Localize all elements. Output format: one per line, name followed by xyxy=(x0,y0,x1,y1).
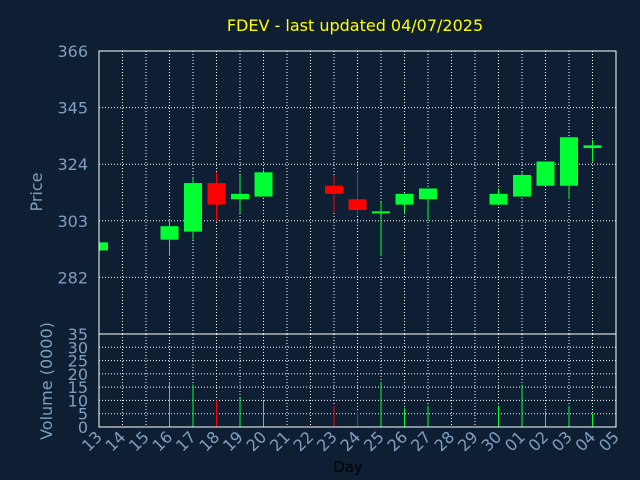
volume-series xyxy=(169,381,593,427)
candle-body xyxy=(99,242,108,251)
candle-body xyxy=(254,172,273,197)
candle-body xyxy=(184,183,202,232)
price-tick-label: 345 xyxy=(57,99,88,118)
candle-body xyxy=(207,183,226,205)
price-tick-label: 324 xyxy=(57,155,88,174)
volume-axis-label: Volume (0000) xyxy=(37,322,56,440)
volume-plot-frame xyxy=(98,333,617,428)
volume-tick-label: 15 xyxy=(68,378,88,397)
volume-tick-label: 30 xyxy=(68,338,88,357)
chart-title: FDEV - last updated 04/07/2025 xyxy=(227,16,483,35)
volume-tick-label: 25 xyxy=(68,352,88,371)
price-axis-label: Price xyxy=(27,172,46,211)
candle-body xyxy=(395,193,414,205)
candle-body xyxy=(560,137,578,186)
candle-body xyxy=(348,199,367,211)
volume-tick-label: 35 xyxy=(68,325,88,344)
price-tick-label: 366 xyxy=(57,42,88,61)
x-axis-label: Day xyxy=(333,458,363,476)
volume-tick-label: 20 xyxy=(68,365,88,384)
price-tick-label: 282 xyxy=(57,268,88,287)
candlestick-series xyxy=(98,137,602,256)
price-tick-labels: 282 303 324 345 366 xyxy=(57,42,88,287)
candle-body xyxy=(231,193,249,200)
candle-body xyxy=(536,161,555,186)
volume-tick-label: 10 xyxy=(68,391,88,410)
candle-body xyxy=(160,226,179,240)
candle-body xyxy=(419,188,437,200)
candle-body xyxy=(372,211,390,214)
candle-body xyxy=(583,145,602,149)
volume-tick-label: 0 xyxy=(78,418,88,437)
candle-body xyxy=(513,174,531,197)
candle-body xyxy=(489,193,508,205)
candle-body xyxy=(325,185,343,194)
volume-tick-label: 5 xyxy=(78,405,88,424)
price-tick-label: 303 xyxy=(57,212,88,231)
day-tick-labels: 1314151617181920212223242526272829300102… xyxy=(78,427,623,455)
